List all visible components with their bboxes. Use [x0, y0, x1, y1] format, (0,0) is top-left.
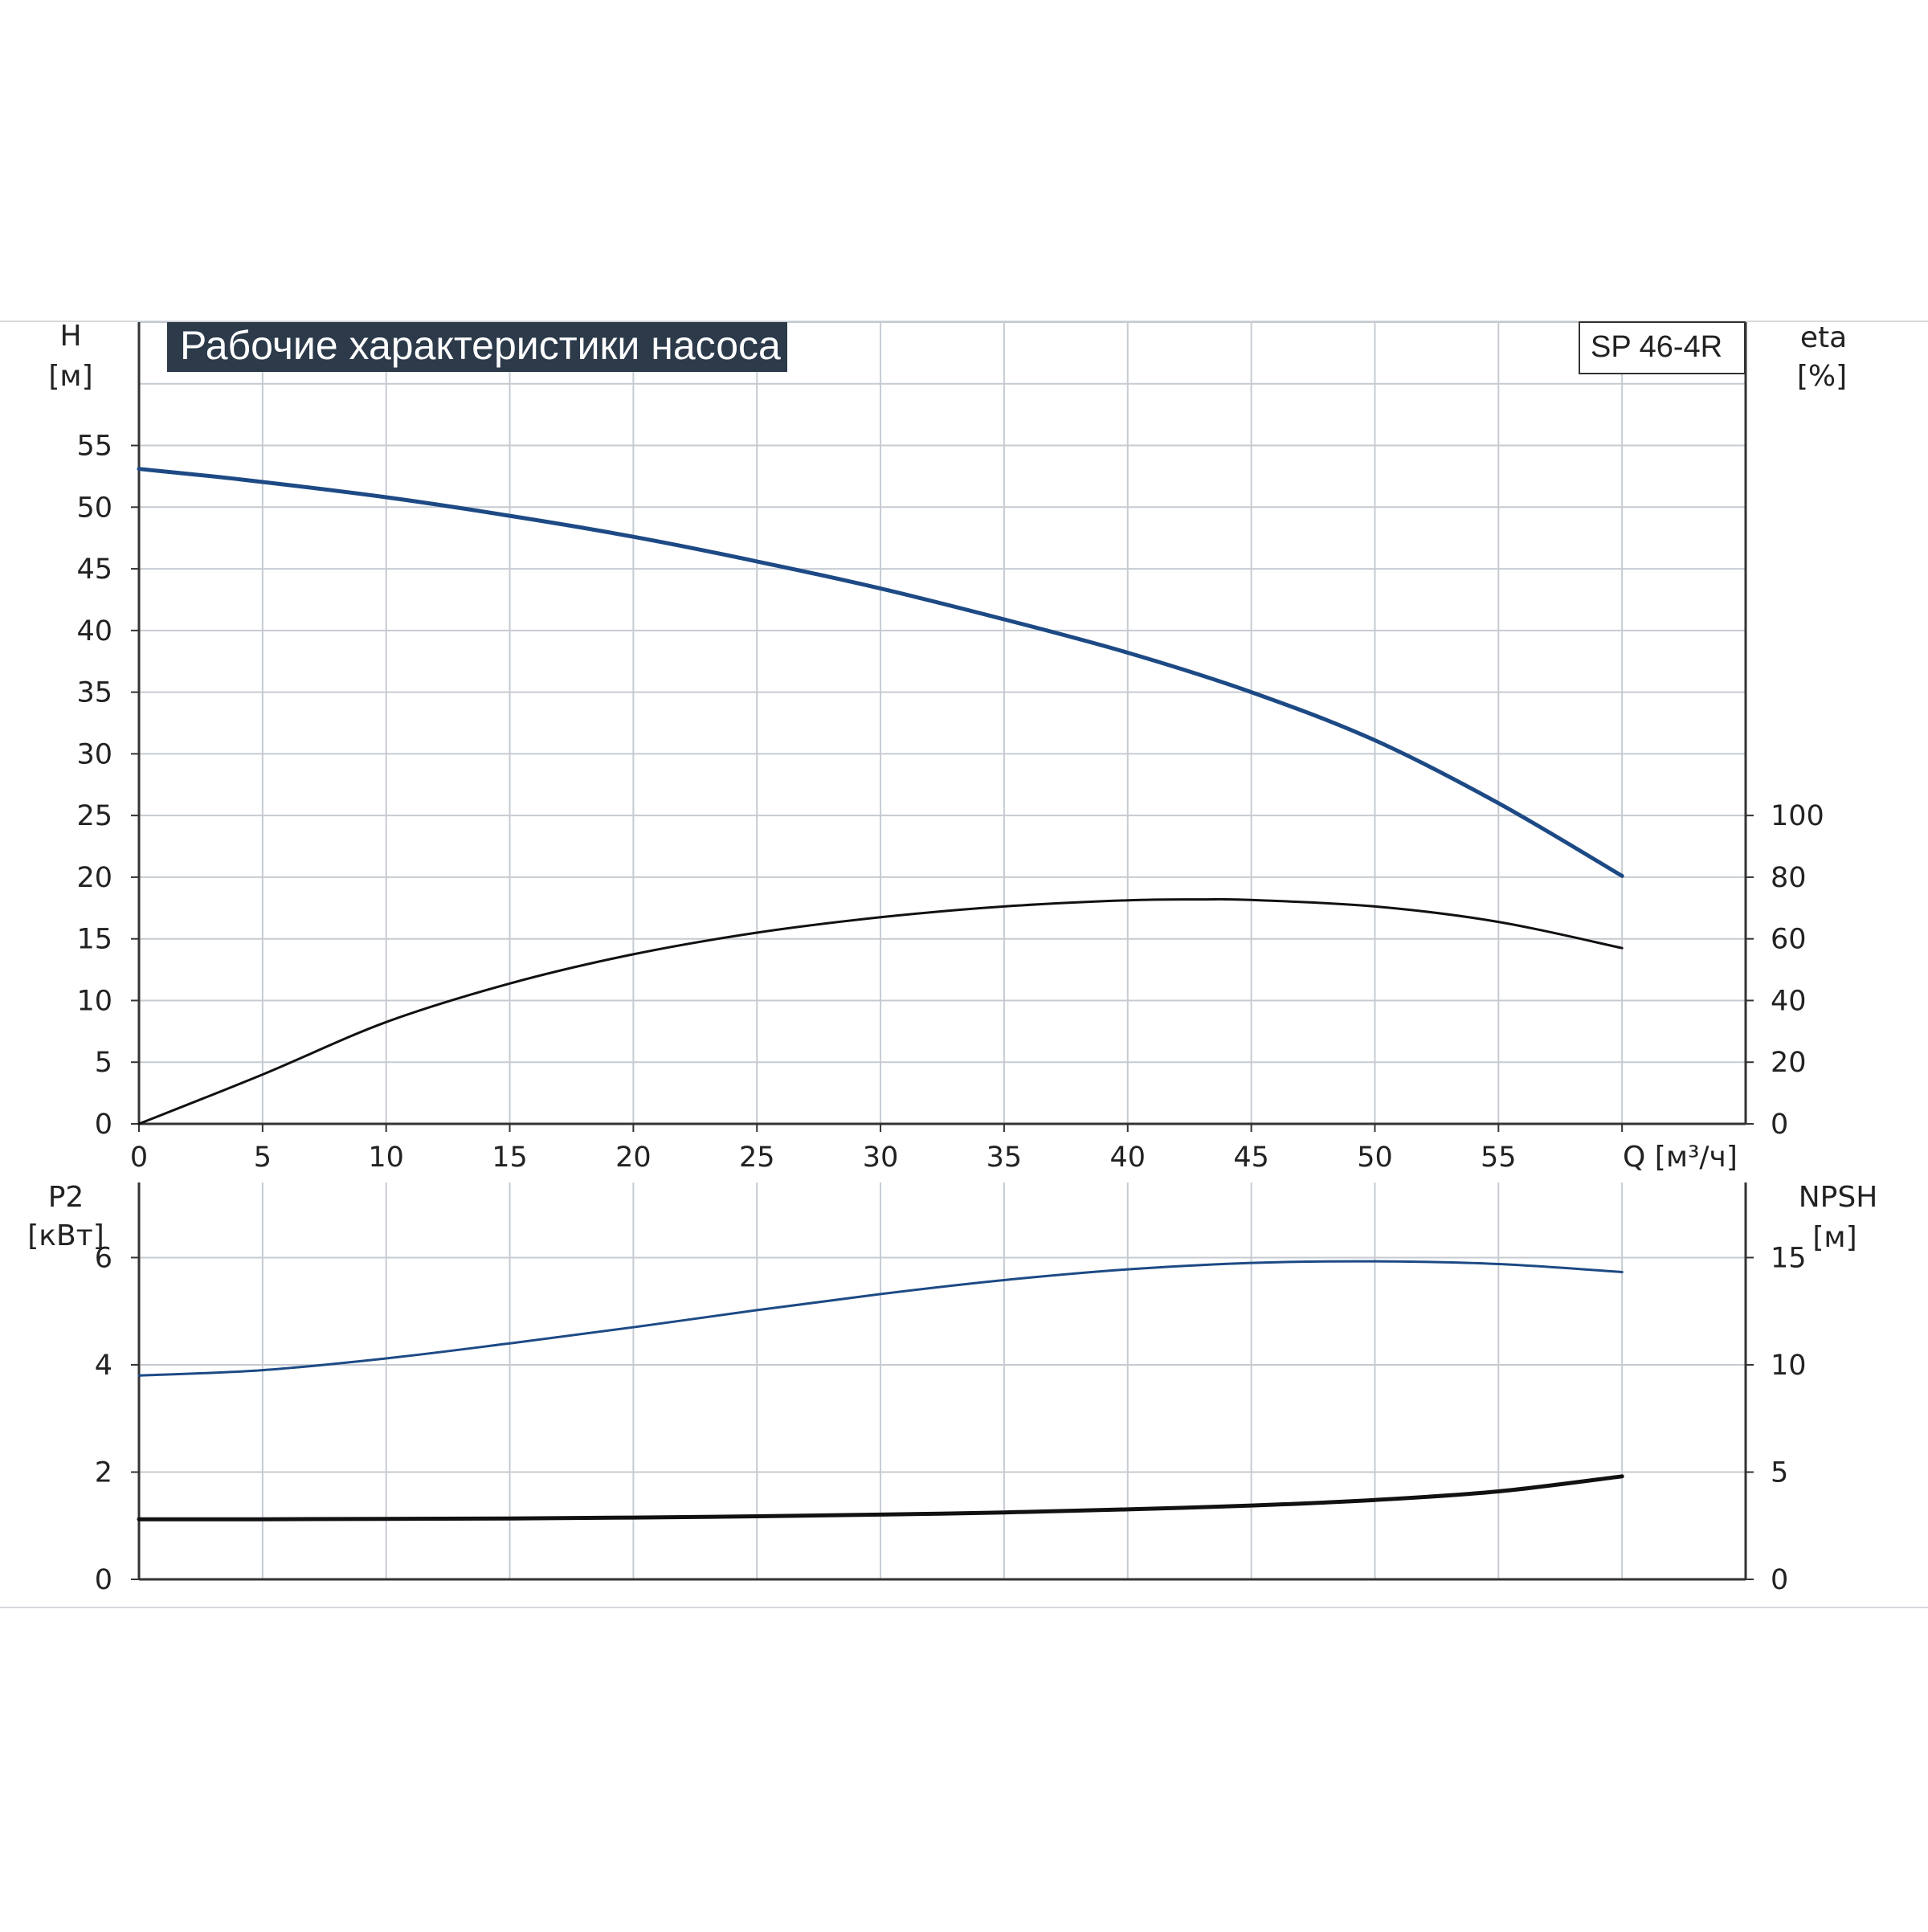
x-tick-label: 35 [986, 1142, 1023, 1174]
y-left-tick-label-top: 55 [76, 431, 112, 463]
series-lines [137, 467, 1624, 1522]
y-right-tick-label-bottom: 0 [1771, 1564, 1788, 1596]
x-tick-label: 15 [492, 1142, 528, 1174]
curve-eta [137, 897, 1624, 1125]
title-box [167, 322, 787, 372]
y-left-tick-label-top: 40 [76, 615, 112, 647]
y-left-label-bottom-name: P2 [48, 1181, 84, 1214]
x-tick-label: 40 [1109, 1142, 1146, 1174]
y-left-tick-label-bottom: 4 [95, 1350, 112, 1382]
y-left-tick-label-top: 30 [76, 738, 112, 770]
y-left-tick-label-bottom: 2 [95, 1456, 112, 1489]
curve-H [137, 467, 1624, 878]
x-tick-label: 45 [1233, 1142, 1269, 1174]
y-left-label-top-unit: [м] [48, 360, 92, 393]
y-left-tick-label-top: 25 [76, 800, 112, 832]
x-tick-label: 5 [254, 1142, 272, 1174]
curve-P2 [137, 1260, 1624, 1377]
y-left-tick-label-top: 0 [95, 1109, 112, 1141]
y-right-label-bottom-name: NPSH [1799, 1181, 1878, 1214]
y-right-tick-label-top: 0 [1771, 1109, 1788, 1141]
y-left-tick-label-top: 20 [76, 862, 112, 894]
axes [131, 322, 1754, 1581]
x-tick-label: 25 [739, 1142, 775, 1174]
y-left-tick-label-top: 5 [95, 1047, 112, 1079]
x-tick-label: 0 [130, 1142, 148, 1174]
grid-lines [139, 321, 1746, 1579]
y-right-tick-label-top: 20 [1771, 1047, 1807, 1079]
y-right-tick-label-top: 40 [1771, 985, 1807, 1017]
y-left-tick-label-top: 15 [76, 924, 112, 956]
y-left-tick-label-bottom: 6 [95, 1242, 112, 1274]
y-right-label-bottom-unit: [м] [1812, 1221, 1857, 1254]
chart-title: Рабочие характеристики насоса [180, 323, 781, 368]
y-left-tick-label-top: 35 [76, 677, 112, 709]
y-right-tick-label-top: 100 [1771, 800, 1824, 832]
y-left-tick-label-top: 10 [76, 985, 112, 1017]
y-right-label-top-unit: [%] [1797, 360, 1847, 393]
x-tick-label: 10 [368, 1142, 404, 1174]
x-tick-label: 30 [863, 1142, 899, 1174]
x-tick-label: 20 [615, 1142, 652, 1174]
model-label: SP 46-4R [1591, 330, 1722, 364]
y-left-tick-label-top: 50 [76, 492, 112, 524]
y-left-tick-label-bottom: 0 [95, 1564, 112, 1596]
y-right-tick-label-top: 80 [1771, 862, 1807, 894]
tick-labels: 0 5 10 15 20 25 30 35 40 45 50 55051015202530354045… [76, 431, 1824, 1596]
frame-lines [0, 321, 1928, 1608]
y-right-tick-label-bottom: 10 [1771, 1350, 1807, 1382]
y-left-label-bottom-unit: [кВт] [27, 1219, 104, 1252]
y-right-label-top-name: eta [1800, 321, 1847, 354]
x-axis-label: Q [м³/ч] [1623, 1141, 1738, 1174]
model-box [1579, 321, 1746, 374]
y-left-tick-label-top: 45 [76, 553, 112, 586]
y-right-tick-label-top: 60 [1771, 924, 1807, 956]
x-tick-label: 50 [1357, 1142, 1393, 1174]
curve-NPSH [137, 1474, 1624, 1522]
y-right-tick-label-bottom: 15 [1771, 1242, 1807, 1274]
x-tick-label: 55 [1481, 1142, 1517, 1174]
y-left-label-top-name: H [59, 320, 81, 353]
y-right-tick-label-bottom: 5 [1771, 1456, 1788, 1489]
